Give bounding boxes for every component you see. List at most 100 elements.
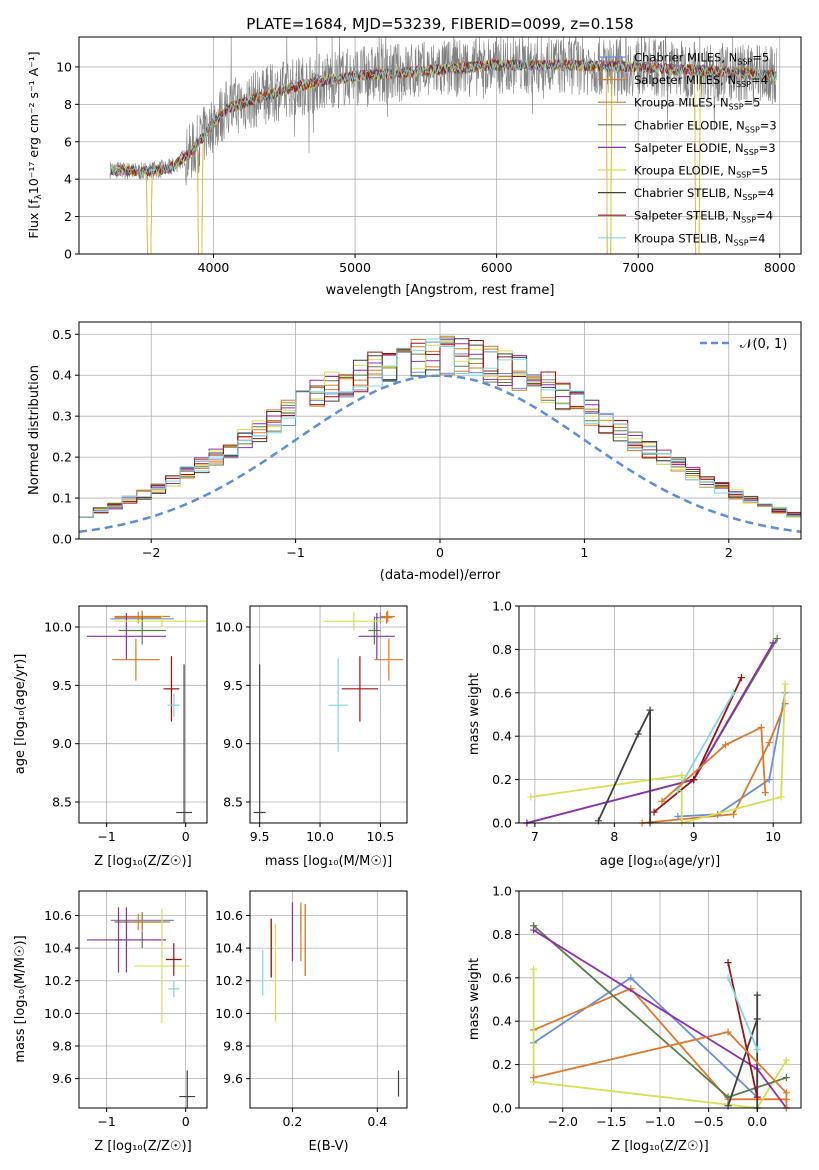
residual-xtick-label: 0 [436,545,444,560]
residual-histogram [79,340,801,518]
weight-point-marker [753,1045,761,1053]
weight-point-marker [753,1093,761,1101]
weight-point-marker [782,1089,790,1097]
weight-vs-age-xlabel: age [log₁₀(age/yr)] [600,854,721,869]
mass-vs-EBV-ytick-label: 10.4 [215,941,243,956]
age-vs-Z-xtick-label: 0 [182,829,190,844]
mass-vs-Z-ytick-label: 10.0 [44,1006,72,1021]
weight-point-marker [761,789,769,797]
spectrum-model-line [109,59,777,255]
spectrum-model-line [109,58,777,255]
legend-label: Chabrier ELODIE, NSSP=3 [634,118,777,134]
age-vs-mass-xtick-label: 10.5 [367,829,395,844]
spectrum-ytick-label: 6 [64,134,72,149]
weight-point-marker [678,771,686,779]
spectrum-xtick-label: 7000 [622,260,654,275]
weight-point-marker [724,1028,732,1036]
weight-vs-age-xtick-label: 10 [765,829,781,844]
mass-vs-EBV-frame [249,890,408,1109]
legend-label: Salpeter ELODIE, NSSP=3 [634,141,776,157]
residual-ytick-label: 0.4 [52,368,72,383]
weight-series-line [533,1031,788,1108]
weight-vs-age-ytick-label: 0.6 [492,685,512,700]
weight-point-marker [773,635,781,643]
weight-point-marker [722,741,730,749]
weight-vs-Z-ylabel: mass weight [467,958,482,1040]
gaussian-legend-label: 𝒩(0, 1) [740,337,787,352]
mass-vs-EBV-ytick-label: 9.6 [223,1071,243,1086]
residual-xtick-label: 2 [725,545,733,560]
weight-vs-age-ytick-label: 1.0 [492,599,512,614]
age-vs-mass-xlabel: mass [log₁₀(M/M☉)] [265,854,392,869]
mass-vs-EBV-panel: 0.2 0.4 9.6 9.8 10.0 10.2 10.4 10.6 E(B-V) [215,890,408,1154]
weight-vs-age-xtick-label: 9 [690,829,698,844]
mass-vs-Z-frame [78,890,208,1109]
mass-vs-EBV-ytick-label: 9.8 [223,1039,243,1054]
weight-point-marker [753,991,761,999]
mass-vs-Z-ytick-label: 10.4 [44,941,72,956]
weight-point-marker [724,974,732,982]
age-vs-Z-ytick-label: 9.5 [52,678,72,693]
spectrum-ytick-label: 8 [64,97,72,112]
legend-label: Chabrier MILES, NSSP=5 [634,51,769,67]
weight-series-line [661,726,767,802]
mass-vs-Z-ytick-label: 9.6 [52,1071,72,1086]
weight-vs-Z-ytick-label: 0.2 [492,1057,512,1072]
weight-vs-age-ytick-label: 0.8 [492,642,512,657]
spectrum-ylabel: Flux [fλ10⁻¹⁷ erg cm⁻² s⁻¹ A⁻¹] [26,51,44,238]
spectrum-xtick-label: 8000 [764,260,796,275]
weight-point-marker [634,730,642,738]
weight-point-marker [724,959,732,967]
mass-vs-Z-xtick-label: −1 [97,1114,115,1129]
weight-point-marker [765,776,773,784]
spectrum-ytick-label: 4 [64,172,72,187]
weight-vs-Z-xtick-label: −1.0 [645,1114,675,1129]
weight-point-marker [729,689,737,697]
age-vs-mass-panel: 9.5 10.0 10.5 8.5 9.0 9.5 10.0 mass [log₁₀(M/M☉… [215,605,408,869]
age-vs-Z-frame [78,605,208,824]
weight-point-marker [690,776,698,784]
weight-series-line [532,969,788,1109]
weight-vs-Z-ytick-label: 0.4 [492,1014,512,1029]
residual-histogram [79,338,801,518]
weight-point-marker [782,1056,790,1064]
mass-vs-Z-ytick-label: 10.2 [44,973,72,988]
spectrum-legend: Chabrier MILES, NSSP=5 Salpeter MILES, NS… [598,51,777,247]
weight-point-marker [530,926,538,934]
mass-vs-Z-xlabel: Z [log₁₀(Z/Z☉)] [94,1139,191,1154]
age-vs-Z-ytick-label: 8.5 [52,795,72,810]
mass-vs-EBV-ytick-label: 10.2 [215,973,243,988]
weight-vs-Z-xtick-label: −2.0 [548,1114,578,1129]
weight-point-marker [777,793,785,801]
residual-legend: 𝒩(0, 1) [700,337,787,352]
age-vs-Z-xlabel: Z [log₁₀(Z/Z☉)] [94,854,191,869]
spectrum-model-line [109,58,777,179]
spectrum-xlabel: wavelength [Angstrom, rest frame] [326,283,555,298]
weight-point-marker [646,706,654,714]
spectrum-xtick-label: 4000 [198,260,230,275]
weight-vs-age-ylabel: mass weight [467,673,482,755]
spectrum-model-line [109,59,777,255]
weight-vs-age-ytick-label: 0.2 [492,772,512,787]
age-vs-mass-xtick-label: 10.0 [306,829,334,844]
residual-ytick-label: 0.5 [52,327,72,342]
weight-vs-Z-ytick-label: 1.0 [492,884,512,899]
residual-ylabel: Normed distribution [27,365,42,495]
residual-xtick-label: −2 [142,545,160,560]
age-vs-Z-xtick-label: −1 [97,829,115,844]
weight-vs-age-panel: 7 8 9 10 0.0 0.2 0.4 0.6 0.8 1.0 age [log₁₀(age/yr… [467,599,802,869]
legend-label: Kroupa STELIB, NSSP=4 [634,231,765,247]
weight-series-line [677,692,786,818]
weight-vs-age-ytick-label: 0.0 [492,816,512,831]
weight-point-marker [781,680,789,688]
weight-point-marker [527,793,535,801]
weight-series-line [597,709,651,823]
spectrum-xtick-label: 5000 [339,260,371,275]
residual-panel: −2 −1 0 1 2 0.0 0.1 0.2 0.3 0.4 0.5 𝒩(0, 1) (data-… [27,321,802,583]
mass-vs-Z-ytick-label: 9.8 [52,1039,72,1054]
residual-xlabel: (data-model)/error [380,568,501,583]
mass-vs-EBV-xtick-label: 0.4 [367,1114,387,1129]
weight-series-line [727,977,759,1050]
weight-series-line [727,962,759,1098]
mass-vs-EBV-xlabel: E(B-V) [308,1139,348,1154]
